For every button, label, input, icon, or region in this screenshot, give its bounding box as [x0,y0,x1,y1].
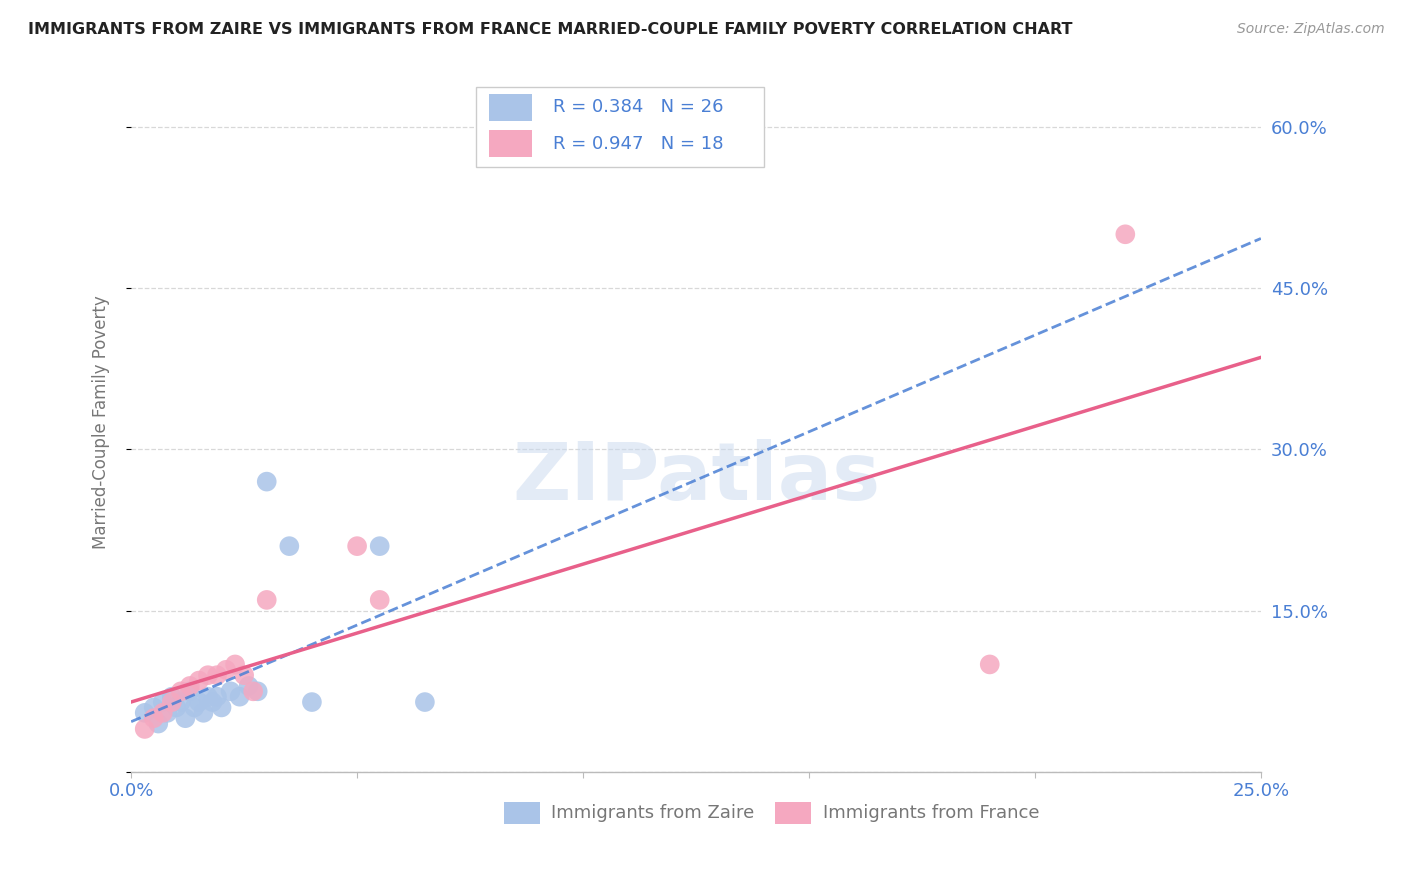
Point [183,700,205,714]
Bar [489,94,533,120]
Point [134,706,156,720]
Point [160,695,183,709]
Point [979,657,1001,672]
Point [256,593,278,607]
Point [142,711,165,725]
Point [179,684,201,698]
Point [238,679,260,693]
Point [187,673,209,688]
Point [187,695,209,709]
Text: ZIPatlas: ZIPatlas [512,440,880,517]
Bar [775,802,811,824]
Point [197,668,219,682]
Point [246,684,269,698]
Text: R = 0.384   N = 26: R = 0.384 N = 26 [553,98,723,116]
Point [170,695,193,709]
Point [156,706,179,720]
Point [165,700,187,714]
Point [256,475,278,489]
Point [148,716,170,731]
Point [233,668,256,682]
Point [228,690,250,704]
Point [242,684,264,698]
Text: Immigrants from Zaire: Immigrants from Zaire [551,805,755,822]
Y-axis label: Married-Couple Family Poverty: Married-Couple Family Poverty [93,295,110,549]
Point [160,690,183,704]
Point [170,684,193,698]
Point [368,539,391,553]
Point [193,706,215,720]
Point [278,539,301,553]
Text: R = 0.947   N = 18: R = 0.947 N = 18 [553,135,723,153]
Point [142,700,165,714]
Point [346,539,368,553]
FancyBboxPatch shape [475,87,763,168]
Point [368,593,391,607]
Point [201,695,224,709]
Point [152,695,174,709]
Point [205,690,228,704]
Point [174,711,197,725]
Point [219,684,242,698]
Text: Source: ZipAtlas.com: Source: ZipAtlas.com [1237,22,1385,37]
Text: Immigrants from France: Immigrants from France [823,805,1039,822]
Point [211,700,233,714]
Point [205,668,228,682]
Point [215,663,238,677]
Point [1114,227,1136,242]
Point [301,695,323,709]
Bar [503,802,540,824]
Point [224,657,246,672]
Point [134,722,156,736]
Point [179,679,201,693]
Point [197,690,219,704]
Text: IMMIGRANTS FROM ZAIRE VS IMMIGRANTS FROM FRANCE MARRIED-COUPLE FAMILY POVERTY CO: IMMIGRANTS FROM ZAIRE VS IMMIGRANTS FROM… [28,22,1073,37]
Bar [489,130,533,157]
Point [413,695,436,709]
Point [152,706,174,720]
